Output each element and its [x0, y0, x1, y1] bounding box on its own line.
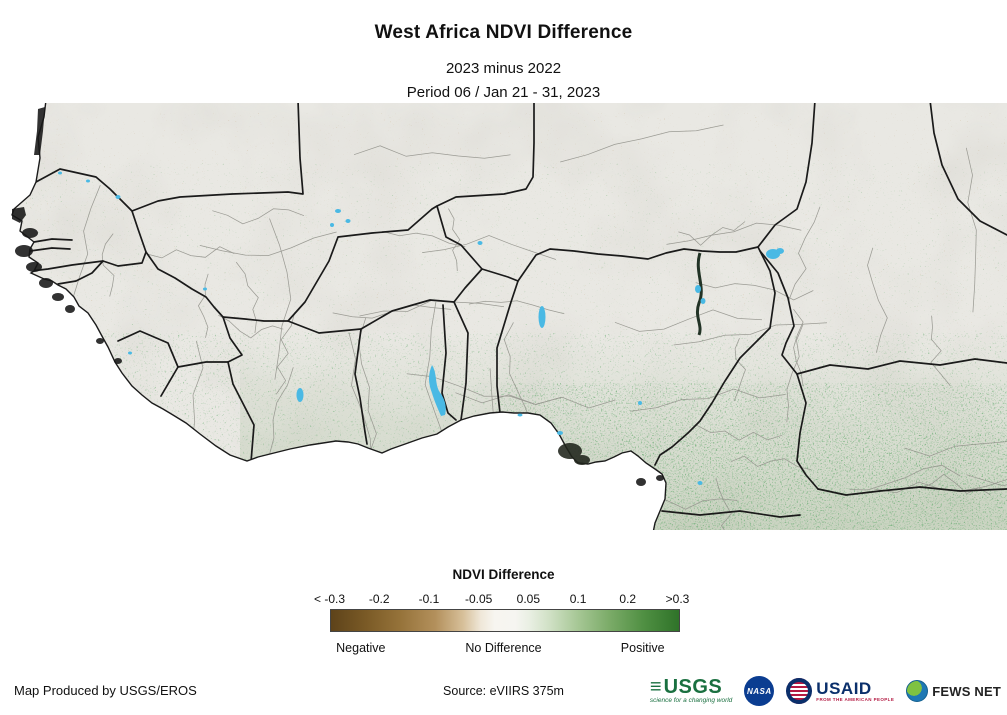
water-bodies: [58, 171, 784, 485]
legend-colorbar: [329, 609, 680, 632]
legend-tick: -0.1: [418, 592, 440, 606]
legend-label-negative: Negative: [336, 641, 386, 655]
fewsnet-logo: FEWS NET: [906, 680, 1001, 702]
legend-tick: 0.1: [569, 592, 587, 606]
usaid-logo: USAID FROM THE AMERICAN PEOPLE: [786, 678, 894, 704]
usaid-tagline: FROM THE AMERICAN PEOPLE: [816, 696, 895, 702]
fewsnet-globe-icon: [906, 680, 929, 702]
legend-title: NDVI Difference: [452, 567, 555, 582]
subtitle-comparison: 2023 minus 2022: [445, 60, 562, 77]
legend-tick: 0.2: [619, 592, 637, 606]
country-borders: [29, 100, 1007, 518]
legend-tick: -0.2: [368, 592, 390, 606]
usaid-emblem-icon: [786, 678, 813, 704]
nasa-meatball-icon: NASA: [744, 676, 775, 706]
legend-tick: 0.05: [516, 592, 541, 606]
admin-boundaries: [61, 124, 1007, 533]
west-africa-ndvi-map: [0, 99, 1007, 534]
produced-by-text: Map Produced by USGS/EROS: [14, 683, 197, 698]
map-container: [0, 99, 1007, 534]
fewsnet-logo-text: FEWS NET: [932, 683, 1001, 699]
legend-tick: >0.3: [665, 592, 690, 606]
usgs-bars-icon: ≡: [649, 676, 662, 699]
legend-tick: -0.05: [464, 592, 493, 606]
usgs-logo-text: USGS: [663, 676, 723, 699]
subtitle-period: Period 06 / Jan 21 - 31, 2023: [406, 84, 601, 101]
legend-label-no-difference: No Difference: [465, 641, 542, 655]
page-title: West Africa NDVI Difference: [374, 22, 633, 43]
usgs-logo: ≡ USGS science for a changing world: [650, 677, 732, 705]
logo-strip: ≡ USGS science for a changing world NASA…: [650, 672, 1001, 710]
legend: NDVI Difference < -0.3 -0.2 -0.1 -0.05 0…: [0, 565, 1007, 670]
source-text: Source: eVIIRS 375m: [443, 684, 564, 698]
legend-tick: < -0.3: [313, 592, 346, 606]
legend-label-positive: Positive: [620, 641, 665, 655]
dark-patches: [12, 107, 664, 486]
usaid-logo-text: USAID: [816, 678, 872, 698]
legend-bar-area: < -0.3 -0.2 -0.1 -0.05 0.05 0.1 0.2 >0.3…: [314, 565, 689, 670]
usgs-tagline: science for a changing world: [649, 697, 733, 705]
